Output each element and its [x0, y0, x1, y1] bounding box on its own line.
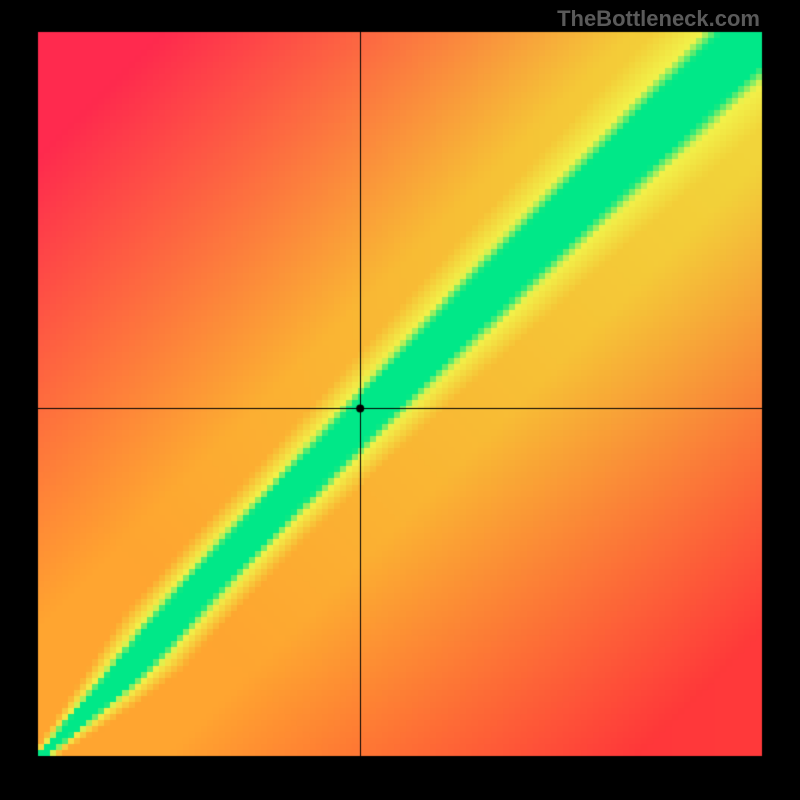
- watermark-text: TheBottleneck.com: [557, 6, 760, 32]
- chart-container: { "canvas": { "width": 800, "height": 80…: [0, 0, 800, 800]
- bottleneck-heatmap: [0, 0, 800, 800]
